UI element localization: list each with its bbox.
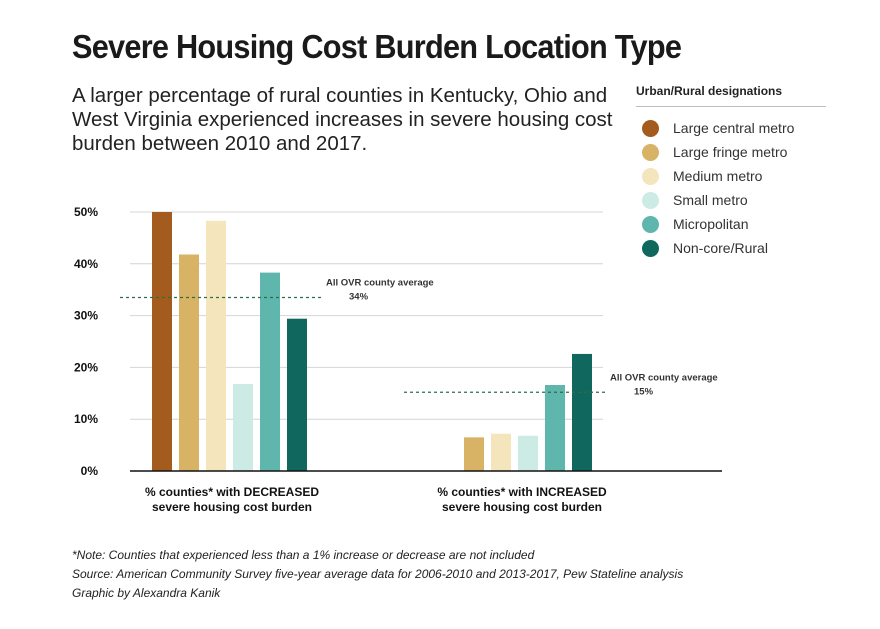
y-tick-label: 20% (74, 360, 98, 374)
chart-notes: *Note: Counties that experienced less th… (72, 546, 683, 603)
legend-swatch (642, 239, 659, 257)
source-note: Source: American Community Survey five-y… (72, 567, 684, 581)
bar (518, 435, 538, 471)
y-tick-label: 0% (81, 464, 99, 478)
legend-item-non-core-rural: Non-core/Rural (642, 238, 768, 258)
legend-label: Large fringe metro (673, 144, 788, 160)
legend-swatch (642, 191, 659, 209)
legend-item-large-fringe-metro: Large fringe metro (642, 142, 787, 162)
bar (464, 437, 484, 471)
legend-label: Large central metro (673, 120, 795, 136)
x-category-label: % counties* with INCREASED (437, 485, 607, 499)
bar (179, 254, 199, 471)
legend-item-small-metro: Small metro (642, 190, 748, 210)
bar (287, 318, 307, 471)
legend-label: Micropolitan (673, 216, 749, 232)
legend-item-medium-metro: Medium metro (642, 166, 762, 186)
bar (233, 383, 253, 471)
legend-divider (636, 106, 826, 107)
chart-title: Severe Housing Cost Burden Location Type (72, 28, 682, 65)
chart-subtitle: A larger percentage of rural counties in… (72, 84, 613, 155)
legend-swatch (642, 119, 659, 137)
y-tick-label: 10% (74, 412, 98, 426)
bar (491, 433, 511, 471)
x-category-label: severe housing cost burden (442, 500, 602, 514)
legend-swatch (642, 167, 659, 185)
bar (152, 212, 172, 471)
legend-swatch (642, 143, 659, 161)
average-value-label: 15% (634, 386, 654, 397)
y-tick-label: 50% (74, 205, 98, 219)
legend-label: Small metro (673, 192, 748, 208)
bar (572, 353, 592, 471)
legend-swatch (642, 215, 659, 233)
x-category-label: % counties* with DECREASED (145, 485, 319, 499)
legend-label: Medium metro (673, 168, 763, 184)
bar (545, 385, 565, 471)
legend-item-large-central-metro: Large central metro (642, 118, 794, 138)
legend-label: Non-core/Rural (673, 240, 768, 256)
x-category-label: severe housing cost burden (152, 500, 312, 514)
y-tick-label: 30% (74, 309, 98, 323)
average-label: All OVR county average (326, 277, 434, 288)
footnote: *Note: Counties that experienced less th… (72, 548, 535, 562)
average-value-label: 34% (349, 291, 369, 302)
bar (206, 220, 226, 471)
y-tick-label: 40% (74, 257, 98, 271)
credit-note: Graphic by Alexandra Kanik (72, 586, 221, 600)
bar (260, 272, 280, 471)
average-label: All OVR county average (610, 372, 718, 383)
legend-title: Urban/Rural designations (636, 84, 783, 98)
legend-item-micropolitan: Micropolitan (642, 214, 748, 234)
